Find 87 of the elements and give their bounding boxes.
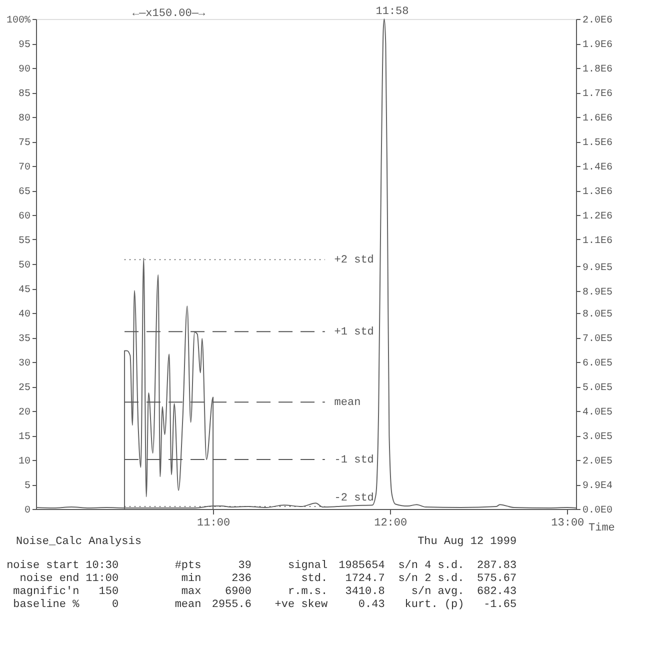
text: 6900	[225, 586, 252, 598]
text: Thu Aug 12 1999	[418, 536, 517, 548]
text: 39	[238, 560, 252, 572]
text: 682.43	[476, 586, 517, 598]
text: baseline %	[13, 599, 80, 611]
y2-tick-label: 4.0E5	[582, 408, 613, 418]
y2-tick-label: 0.0E0	[582, 506, 613, 516]
text: #pts	[174, 560, 202, 572]
y-tick-label: 20	[18, 408, 30, 418]
y-tick-label: 15	[18, 432, 30, 443]
y-tick-label: 5	[24, 481, 30, 492]
y-tick-label: 40	[18, 310, 30, 320]
y2-tick-label: 8.0E5	[582, 310, 613, 320]
ref-line-label: mean	[334, 397, 361, 410]
y-tick-label: 50	[18, 260, 30, 272]
y-tick-label: 10	[18, 456, 30, 468]
y2-tick-label: 7.0E5	[582, 334, 613, 345]
y-tick-label: 100%	[6, 16, 30, 26]
y-tick-label: 95	[18, 40, 30, 51]
text: 11:00	[86, 573, 119, 585]
y-tick-label: 80	[18, 114, 30, 124]
text: kurt. (p)	[404, 599, 464, 611]
text: 3410.8	[345, 586, 385, 598]
text: Noise_Calc Analysis	[16, 536, 142, 548]
y-tick-label: 65	[18, 187, 30, 198]
text: -1.65	[484, 599, 517, 611]
text: 287.83	[476, 560, 517, 572]
y2-tick-label: 1.6E6	[582, 114, 613, 124]
y2-tick-label: 1.5E6	[582, 138, 613, 149]
text: min	[181, 573, 202, 585]
y-tick-label: 55	[18, 236, 30, 247]
y2-tick-label: 1.9E6	[582, 40, 613, 51]
text: 2955.6	[212, 599, 252, 611]
text: 0	[112, 599, 119, 611]
y-tick-label: 30	[18, 358, 30, 370]
text: signal	[288, 560, 328, 572]
ref-line-label: -2 std	[334, 492, 374, 505]
ref-line-label: +1 std	[334, 326, 374, 339]
text: mean	[174, 599, 202, 611]
x-axis-title: Time	[588, 522, 615, 534]
y-tick-label: 45	[18, 285, 30, 296]
text: 575.67	[476, 573, 517, 585]
y2-tick-label: 5.0E5	[582, 383, 613, 394]
text: noise start	[6, 560, 80, 572]
annotation: ←—x150.00—→	[132, 8, 206, 20]
text: 150	[98, 586, 119, 598]
y-tick-label: 25	[18, 383, 30, 394]
text: s/n 4 s.d.	[398, 560, 464, 572]
text: 1985654	[338, 560, 386, 572]
text: noise end	[20, 573, 80, 585]
y2-tick-label: 1.8E6	[582, 64, 613, 76]
x-tick-label: 13:00	[551, 518, 584, 530]
y-tick-label: 75	[18, 138, 30, 149]
y2-tick-label: 1.2E6	[582, 212, 613, 222]
y2-tick-label: 6.0E5	[582, 358, 613, 370]
y2-tick-label: 1.3E6	[582, 187, 613, 198]
x-tick-label: 11:00	[197, 518, 230, 530]
y2-tick-label: 1.1E6	[582, 236, 613, 247]
y2-tick-label: 8.9E5	[582, 287, 613, 298]
y-tick-label: 70	[18, 162, 30, 174]
y2-tick-label: 2.0E6	[582, 16, 613, 26]
y-tick-label: 85	[18, 89, 30, 100]
y-tick-label: 90	[18, 64, 30, 76]
text: 10:30	[86, 560, 119, 572]
y2-tick-label: 1.4E6	[582, 162, 613, 174]
y2-tick-label: 9.9E4	[582, 481, 613, 492]
text: r.m.s.	[288, 586, 328, 598]
y-tick-label: 60	[18, 212, 30, 222]
y2-tick-label: 1.7E6	[582, 89, 613, 100]
text: max	[181, 586, 202, 598]
ref-line-label: +2 std	[334, 254, 374, 267]
y2-tick-label: 3.0E5	[582, 432, 613, 443]
text: std.	[301, 573, 328, 585]
y2-tick-label: 2.0E5	[582, 456, 613, 468]
y2-tick-label: 9.9E5	[582, 262, 613, 274]
annotation: 11:58	[376, 6, 409, 18]
text: 236	[232, 573, 252, 585]
ref-line-label: -1 std	[334, 454, 374, 467]
x-tick-label: 12:00	[374, 518, 408, 530]
text: s/n 2 s.d.	[398, 573, 464, 585]
text: magnific'n	[13, 586, 80, 598]
text: 1724.7	[345, 573, 385, 585]
text: 0.43	[358, 599, 385, 611]
y-tick-label: 0	[24, 506, 30, 516]
text: +ve skew	[274, 599, 328, 611]
text: s/n avg.	[411, 586, 464, 598]
y-tick-label: 35	[18, 334, 30, 345]
